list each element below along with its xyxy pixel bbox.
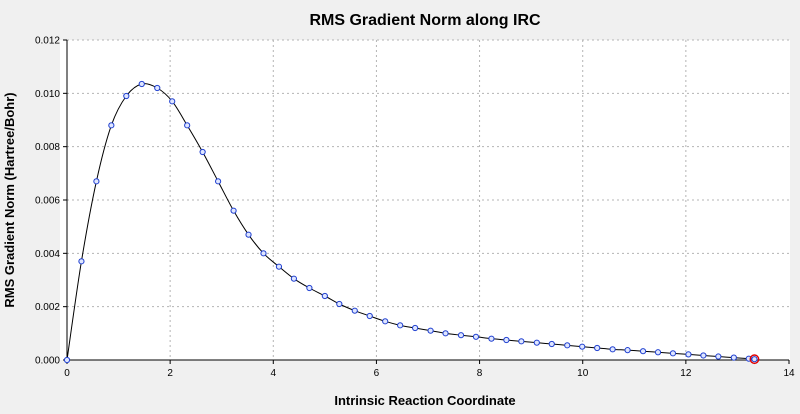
x-tick-label: 6 bbox=[374, 368, 380, 379]
current-point-marker bbox=[749, 354, 760, 365]
grid bbox=[67, 39, 789, 360]
data-point bbox=[639, 348, 647, 355]
data-point bbox=[624, 347, 631, 354]
data-point bbox=[397, 322, 404, 329]
data-point bbox=[138, 80, 145, 88]
y-tick-label: 0.004 bbox=[35, 249, 60, 260]
x-tick-label: 8 bbox=[477, 368, 483, 379]
x-axis-label: Intrinsic Reaction Coordinate bbox=[334, 393, 515, 408]
data-point bbox=[472, 333, 480, 340]
data-point bbox=[442, 330, 449, 337]
x-tick-label: 14 bbox=[783, 368, 795, 379]
data-point bbox=[609, 346, 616, 353]
data-point bbox=[533, 339, 540, 346]
data-point bbox=[169, 98, 176, 105]
tick-labels: 0 2 4 6 8 10 12 14 0.000 0.002 0.004 0.006 0.008 0.01… bbox=[35, 36, 795, 380]
y-tick-label: 0.010 bbox=[35, 89, 60, 100]
data-point bbox=[199, 148, 206, 156]
y-tick-label: 0.008 bbox=[35, 142, 60, 153]
x-tick-label: 2 bbox=[167, 368, 173, 379]
x-tick-label: 0 bbox=[64, 368, 70, 379]
axes bbox=[63, 39, 790, 364]
x-tick-label: 10 bbox=[577, 368, 589, 379]
data-point bbox=[457, 332, 465, 339]
data-point bbox=[78, 258, 85, 265]
data-series bbox=[63, 80, 760, 365]
data-point bbox=[366, 312, 373, 320]
plot-area bbox=[60, 40, 790, 360]
y-axis-label: RMS Gradient Norm (Hartree/Bohr) bbox=[2, 92, 17, 307]
y-tick-label: 0.002 bbox=[35, 302, 60, 313]
data-point bbox=[154, 84, 161, 92]
data-point bbox=[654, 349, 662, 356]
data-point bbox=[579, 343, 586, 350]
data-point bbox=[230, 207, 237, 214]
data-point bbox=[290, 275, 298, 282]
x-tick-label: 12 bbox=[680, 368, 692, 379]
data-point bbox=[700, 352, 707, 359]
data-point bbox=[518, 338, 525, 345]
data-point bbox=[215, 178, 222, 185]
data-point bbox=[306, 284, 313, 292]
data-point bbox=[260, 250, 267, 257]
data-point bbox=[382, 318, 389, 325]
chart-title: RMS Gradient Norm along IRC bbox=[309, 12, 541, 29]
y-tick-label: 0.006 bbox=[35, 196, 60, 207]
data-point bbox=[503, 336, 510, 344]
data-point bbox=[669, 350, 677, 357]
x-tick-label: 4 bbox=[271, 368, 277, 379]
data-point bbox=[730, 354, 737, 361]
y-tick-label: 0.012 bbox=[35, 36, 60, 47]
data-point bbox=[412, 324, 419, 332]
data-point bbox=[108, 122, 115, 129]
data-point bbox=[685, 351, 692, 358]
data-point bbox=[123, 92, 130, 100]
data-point bbox=[275, 263, 283, 270]
data-point bbox=[93, 178, 100, 185]
data-point bbox=[488, 335, 495, 342]
data-point bbox=[351, 307, 358, 314]
data-point bbox=[751, 356, 758, 363]
data-point bbox=[715, 353, 722, 360]
data-point bbox=[63, 356, 71, 364]
data-point bbox=[245, 231, 252, 238]
data-point bbox=[336, 300, 343, 308]
data-point bbox=[321, 292, 328, 300]
data-point bbox=[564, 342, 571, 349]
data-point bbox=[548, 340, 555, 348]
data-point bbox=[427, 327, 434, 334]
data-point bbox=[184, 122, 191, 129]
data-point bbox=[594, 344, 601, 352]
y-tick-label: 0.000 bbox=[35, 356, 60, 367]
